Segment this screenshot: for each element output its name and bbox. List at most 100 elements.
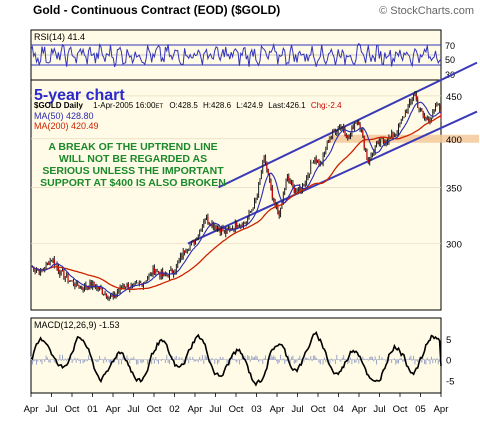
price-bar-body <box>171 269 173 274</box>
price-bar-body <box>101 289 103 294</box>
price-bar-body <box>327 141 330 143</box>
price-bar-body <box>123 285 125 287</box>
x-label-0: Apr <box>24 404 39 415</box>
trend-line-1 <box>187 110 478 245</box>
annotation-line-1: A BREAK OF THE UPTREND LINE <box>48 141 217 153</box>
x-label-14: Oct <box>311 404 326 415</box>
price-bar-body <box>181 255 183 258</box>
price-bar-body <box>315 158 317 162</box>
price-bar-body <box>48 262 50 265</box>
x-label-19: 05 <box>415 404 426 415</box>
price-bar-body <box>215 226 217 230</box>
x-label-18: Oct <box>393 404 408 415</box>
price-bar-body <box>219 228 221 233</box>
price-bar-body <box>428 119 430 121</box>
price-bar-body <box>90 282 92 287</box>
price-bar-body <box>37 270 39 271</box>
info-last: Last:426.1 <box>268 101 306 110</box>
price-bar-body <box>312 162 315 164</box>
price-bar-body <box>421 108 423 112</box>
price-bar-body <box>274 199 276 205</box>
price-bar-body <box>425 118 427 119</box>
price-bar-body <box>70 280 72 281</box>
price-bar-body <box>125 286 127 288</box>
price-bar-body <box>100 287 102 290</box>
copyright-label: © StockCharts.com <box>379 5 474 17</box>
price-bar-body <box>103 293 105 295</box>
price-bar-body <box>138 283 140 284</box>
price-bar-body <box>270 181 272 188</box>
price-bar-body <box>93 281 95 286</box>
price-bar-body <box>230 228 232 231</box>
price-bar-body <box>382 138 385 142</box>
price-bar-body <box>77 280 79 286</box>
price-y-axis: 300 350 400 450 <box>446 92 462 251</box>
price-bar-body <box>406 112 408 114</box>
price-bar-body <box>53 259 55 266</box>
price-bar-body <box>364 148 367 152</box>
x-label-13: Jul <box>291 404 303 415</box>
price-bar-body <box>352 127 354 130</box>
price-bar-body <box>378 141 380 145</box>
price-bar-body <box>218 227 220 229</box>
price-bar-body <box>271 187 273 199</box>
x-label-4: Apr <box>106 404 121 415</box>
price-bar-body <box>440 111 442 119</box>
info-low: L:424.9 <box>236 101 263 110</box>
info-high: H:428.6 <box>203 101 232 110</box>
x-label-1: Jul <box>45 404 57 415</box>
price-bar-body <box>94 285 97 289</box>
info-open: O:428.5 <box>169 101 198 110</box>
x-label-2: Oct <box>65 404 80 415</box>
y-tick-450: 450 <box>446 92 462 103</box>
price-gridlines <box>31 95 441 244</box>
macd-tick-5: 5 <box>446 335 451 346</box>
price-bar-body <box>348 135 350 138</box>
rsi-label: RSI(14) 41.4 <box>34 32 85 42</box>
price-bar-body <box>288 176 290 181</box>
price-bar-body <box>127 283 129 289</box>
price-bar-body <box>56 264 58 268</box>
price-bar-body <box>59 271 61 275</box>
price-bar-body <box>81 286 83 289</box>
price-bar-body <box>360 128 363 131</box>
price-bar-body <box>78 285 80 288</box>
price-bar-body <box>159 273 161 277</box>
price-bar-body <box>403 116 405 118</box>
macd-tick-0: 0 <box>446 356 451 367</box>
price-bar-body <box>264 156 267 163</box>
rsi-tick-50: 50 <box>445 55 455 65</box>
price-bar-body <box>422 111 424 116</box>
price-bar-body <box>87 287 90 289</box>
price-bars <box>30 90 442 302</box>
price-bar-body <box>241 224 243 227</box>
price-bar-body <box>267 169 269 175</box>
price-bar-body <box>423 115 426 119</box>
ma200-line <box>30 115 442 291</box>
price-bar-body <box>303 185 305 186</box>
price-bar-body <box>151 272 153 275</box>
price-bar-body <box>183 250 186 253</box>
price-bar-body <box>367 159 369 163</box>
price-bar-body <box>222 228 224 232</box>
rsi-tick-70: 70 <box>445 41 455 51</box>
price-bar-body <box>277 205 279 211</box>
info-symbol: $GOLD Daily <box>34 101 83 110</box>
price-bar-body <box>212 222 214 228</box>
price-bar-body <box>236 222 238 228</box>
price-panel <box>30 79 442 311</box>
price-bar-body <box>167 275 169 277</box>
price-bar-body <box>359 124 361 129</box>
price-bar-body <box>71 280 73 282</box>
price-bar-body <box>67 274 69 282</box>
x-label-7: 02 <box>169 404 180 415</box>
price-bar-body <box>227 228 230 229</box>
price-bar-body <box>97 286 99 290</box>
price-bar-body <box>107 296 109 299</box>
price-bar-body <box>415 94 417 100</box>
x-label-16: Apr <box>352 404 367 415</box>
price-bar-body <box>162 271 164 276</box>
price-bar-body <box>153 267 156 274</box>
